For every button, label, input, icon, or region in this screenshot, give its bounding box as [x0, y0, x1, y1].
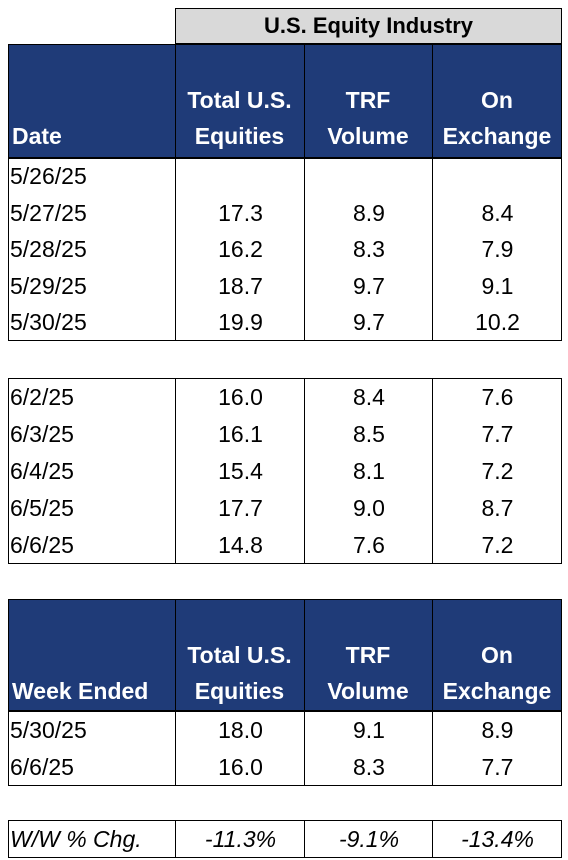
row-total: 19.9 — [218, 309, 263, 336]
change-on: -13.4% — [461, 826, 534, 852]
row-on: 7.9 — [481, 236, 514, 263]
date-column-header: Date — [12, 123, 62, 149]
row-date: 5/26/25 — [10, 163, 87, 189]
row-trf: 7.6 — [353, 532, 385, 558]
summary-trf-header-line2: Volume — [327, 678, 409, 704]
row-total: 17.7 — [218, 495, 263, 521]
row-date: 6/2/25 — [10, 384, 74, 410]
trf-volume-header-line1: TRF — [345, 87, 391, 113]
change-trf: -9.1% — [338, 826, 400, 852]
summary-on-header-line2: Exchange — [442, 678, 552, 704]
row-trf: 8.3 — [353, 236, 385, 263]
row-on: 7.2 — [481, 458, 514, 484]
row-on: 10.2 — [475, 309, 520, 336]
summary-header — [8, 599, 562, 711]
row-date: 6/4/25 — [10, 458, 74, 484]
row-on: 7.7 — [481, 421, 514, 447]
row-on: 8.4 — [481, 199, 514, 226]
row-total: 16.1 — [218, 421, 263, 447]
row-total: 18.7 — [218, 272, 263, 299]
week2-table — [8, 378, 562, 564]
row-total: 16.0 — [218, 754, 263, 780]
row-date: 6/6/25 — [10, 532, 74, 558]
on-exchange-header-line1: On — [481, 87, 513, 113]
row-on: 7.6 — [481, 384, 514, 410]
row-total: 16.2 — [218, 236, 263, 263]
total-equities-header-line1: Total U.S. — [187, 87, 292, 113]
row-total: 16.0 — [218, 384, 263, 410]
row-on — [433, 158, 562, 195]
row-on: 7.2 — [481, 532, 514, 558]
change-label: W/W % Chg. — [10, 826, 142, 852]
row-date: 5/30/25 — [10, 717, 87, 743]
row-total: 17.3 — [218, 199, 263, 226]
row-trf: 9.0 — [353, 495, 385, 521]
row-trf: 8.5 — [353, 421, 385, 447]
row-trf: 9.1 — [353, 717, 385, 743]
row-trf — [305, 158, 433, 195]
row-trf: 8.1 — [353, 458, 385, 484]
row-date: 6/5/25 — [10, 495, 74, 521]
row-date: 5/30/25 — [10, 309, 87, 336]
row-on: 8.7 — [481, 495, 514, 521]
change-row — [8, 820, 562, 858]
row-date: 5/28/25 — [10, 236, 87, 263]
row-on: 9.1 — [481, 272, 514, 299]
summary-table — [8, 711, 562, 786]
row-total: 18.0 — [218, 717, 263, 743]
summary-total-header-line2: Equities — [194, 678, 285, 704]
row-trf: 8.9 — [353, 199, 385, 226]
summary-on-header-line1: On — [481, 642, 513, 668]
row-trf: 8.3 — [353, 754, 385, 780]
row-total: 14.8 — [218, 532, 263, 558]
table-header — [8, 44, 562, 158]
trf-volume-header-line2: Volume — [327, 123, 409, 149]
row-total: 15.4 — [218, 458, 263, 484]
change-total: -11.3% — [204, 826, 277, 852]
row-date: 6/3/25 — [10, 421, 74, 447]
row-date: 5/29/25 — [10, 272, 87, 299]
total-equities-header-line2: Equities — [194, 123, 285, 149]
super-header: U.S. Equity Industry — [175, 8, 562, 44]
row-date: 5/27/25 — [10, 199, 87, 226]
on-exchange-header-line2: Exchange — [442, 123, 552, 149]
row-trf: 9.7 — [353, 309, 385, 336]
row-trf: 8.4 — [353, 384, 385, 410]
row-on: 8.9 — [481, 717, 514, 743]
row-trf: 9.7 — [353, 272, 385, 299]
summary-trf-header-line1: TRF — [345, 642, 391, 668]
summary-total-header-line1: Total U.S. — [187, 642, 292, 668]
row-on: 7.7 — [481, 754, 514, 780]
row-date: 6/6/25 — [10, 754, 74, 780]
row-total — [176, 158, 305, 195]
week1-table — [8, 158, 562, 341]
week-ended-header: Week Ended — [12, 678, 149, 704]
